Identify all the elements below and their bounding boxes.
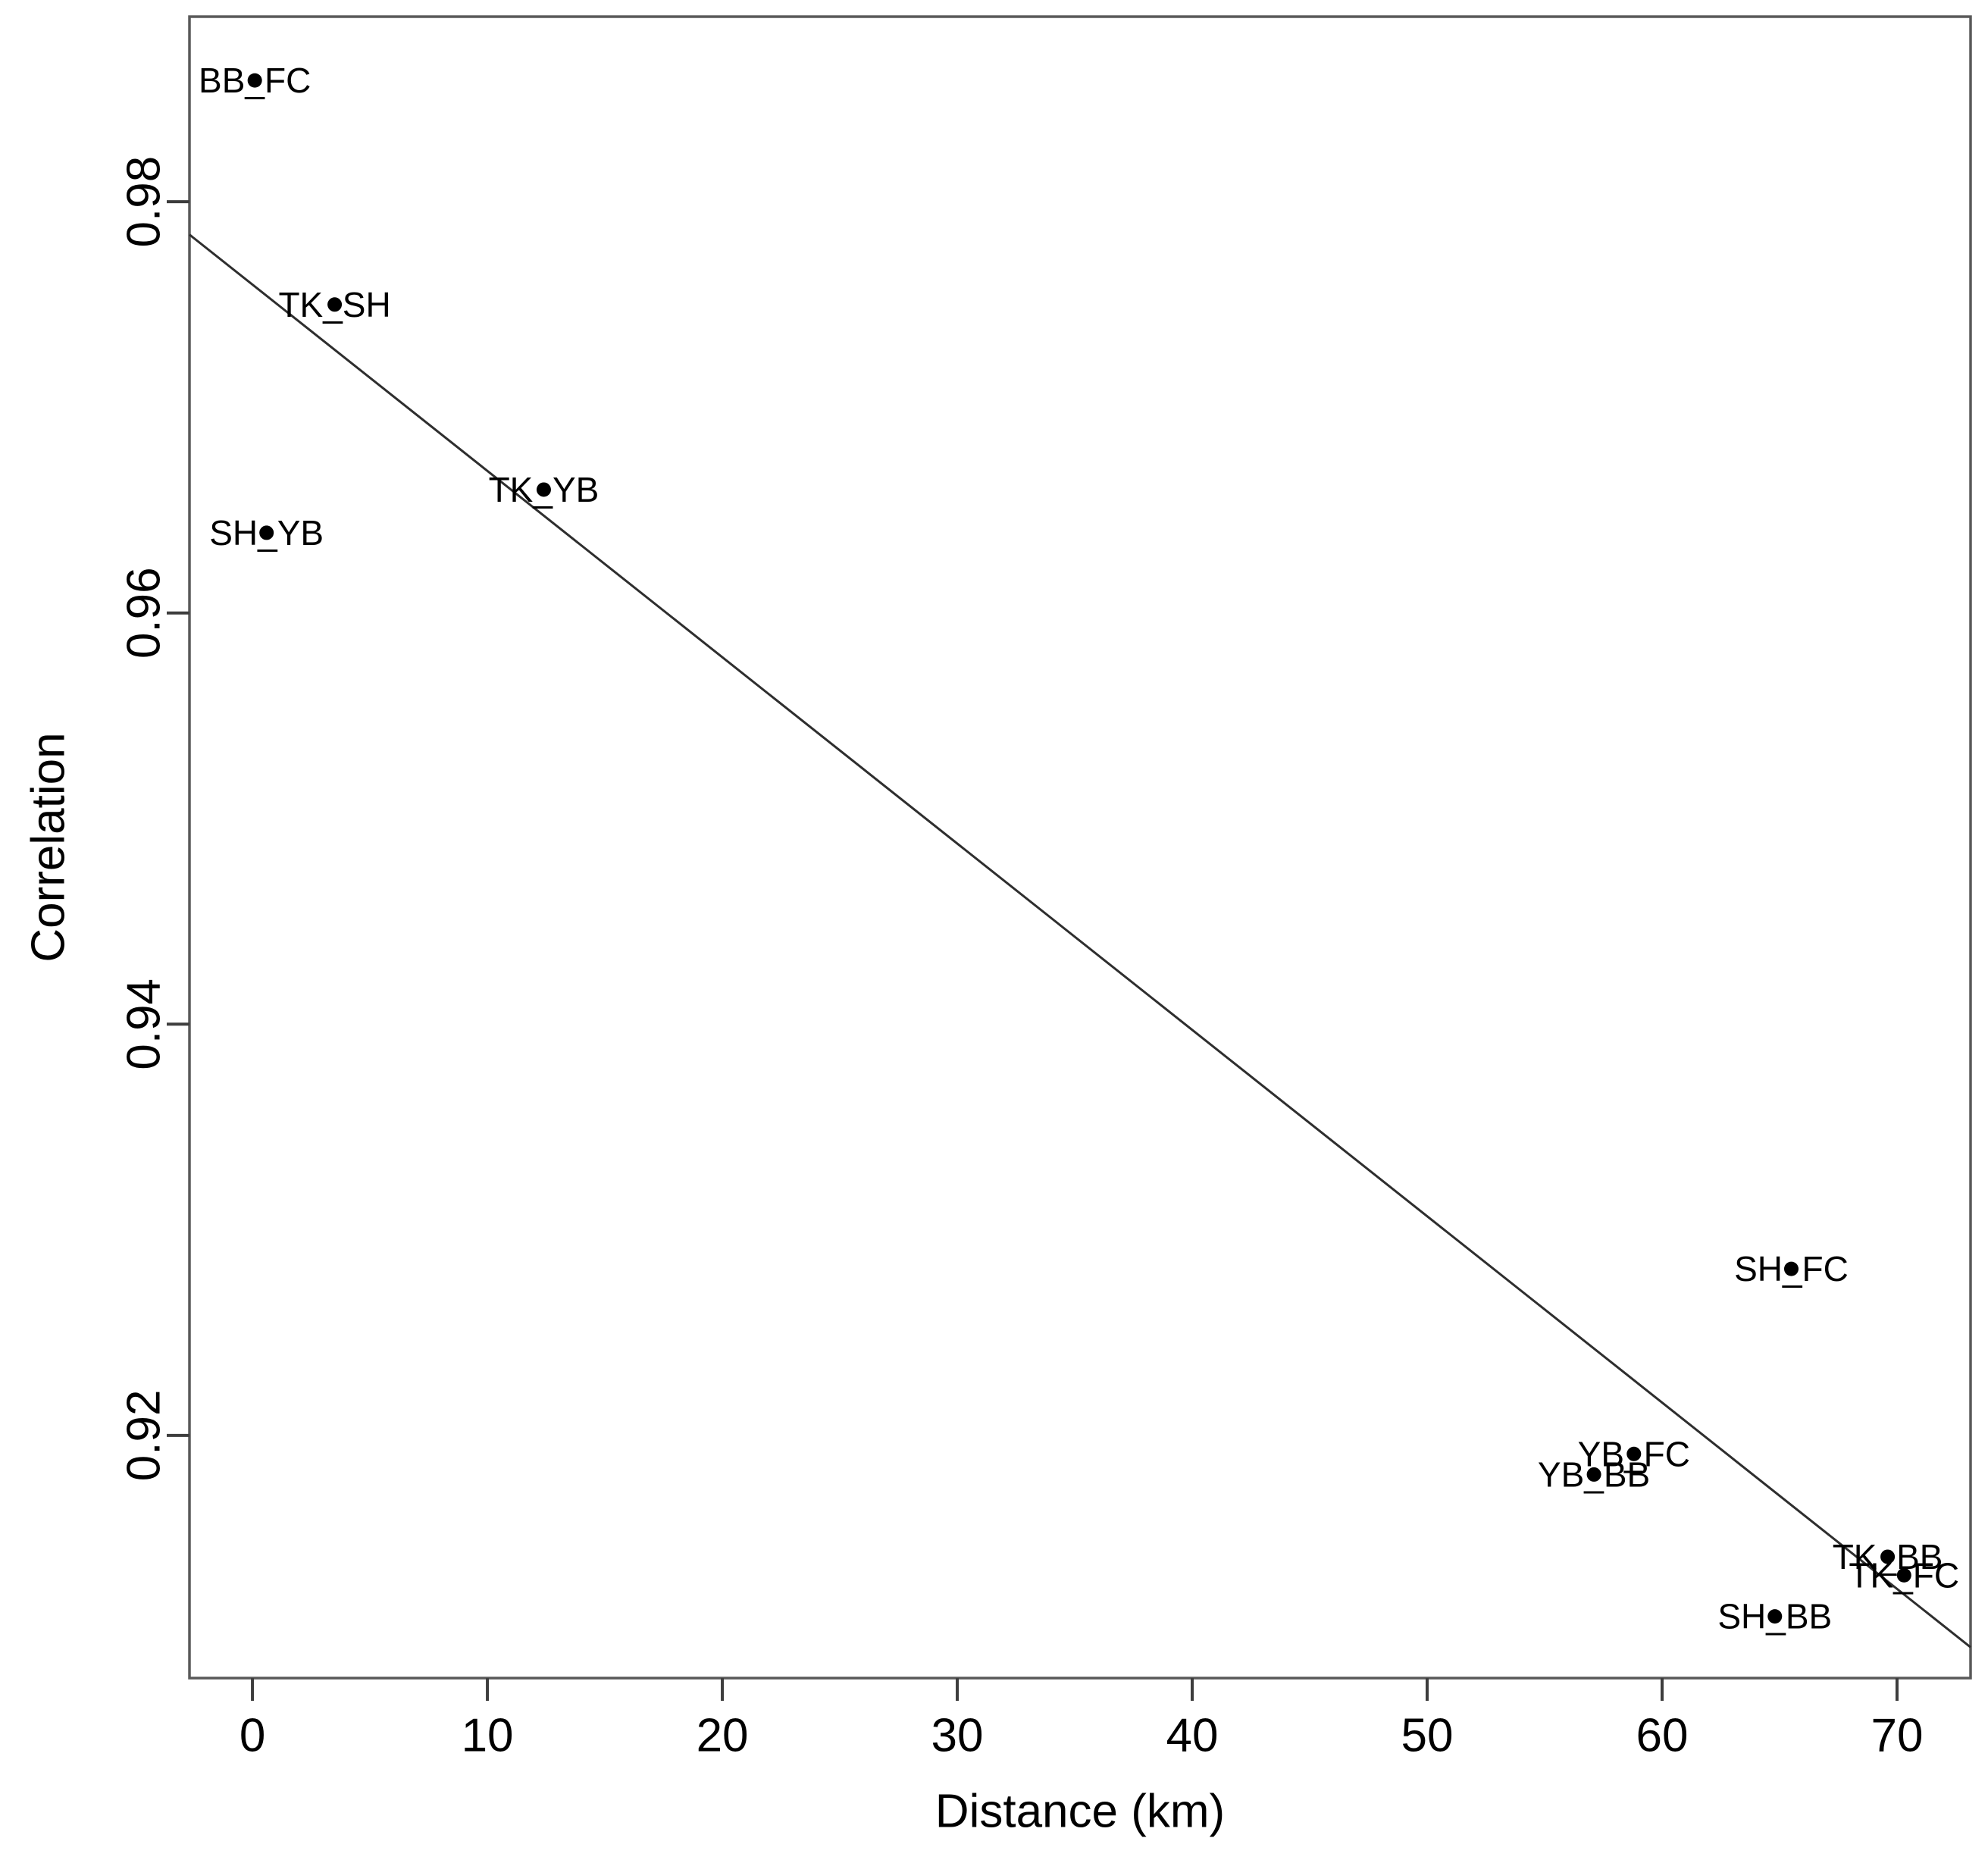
point-marker-YB_FC bbox=[1626, 1446, 1642, 1461]
y-tick-label-0.98: 0.98 bbox=[118, 156, 171, 248]
plot-border bbox=[188, 15, 1972, 1680]
y-tick-label-0.92: 0.92 bbox=[118, 1390, 171, 1482]
regression-line bbox=[189, 233, 1971, 1649]
x-tick-label-70: 70 bbox=[1871, 1710, 1923, 1762]
point-marker-YB_BB bbox=[1586, 1467, 1601, 1482]
y-axis-title: Correlation bbox=[23, 732, 75, 962]
point-marker-SH_BB bbox=[1767, 1609, 1783, 1624]
x-tick-label-20: 20 bbox=[697, 1710, 749, 1762]
y-tick-label-0.94: 0.94 bbox=[118, 978, 171, 1070]
regression-line-group bbox=[189, 233, 1971, 1649]
x-tick-label-50: 50 bbox=[1401, 1710, 1454, 1762]
point-marker-SH_FC bbox=[1783, 1261, 1799, 1276]
x-tick-label-40: 40 bbox=[1166, 1710, 1219, 1762]
y-tick-label-0.96: 0.96 bbox=[118, 567, 171, 659]
x-axis-ticks: 0 10 20 30 40 50 60 70 bbox=[239, 1678, 1923, 1762]
x-tick-label-30: 30 bbox=[931, 1710, 984, 1762]
x-tick-label-60: 60 bbox=[1636, 1710, 1689, 1762]
point-marker-TK_FC bbox=[1896, 1567, 1911, 1583]
data-points-group: BB_FCTK_SHSH_YBTK_YBSH_FCYB_FCYB_BBTK_BB… bbox=[199, 61, 1959, 1636]
point-marker-TK_SH bbox=[327, 297, 343, 312]
x-tick-label-0: 0 bbox=[239, 1710, 265, 1762]
x-tick-label-10: 10 bbox=[462, 1710, 514, 1762]
point-marker-BB_FC bbox=[247, 73, 262, 88]
point-marker-SH_YB bbox=[259, 525, 274, 540]
point-marker-TK_BB bbox=[1880, 1549, 1896, 1564]
x-axis-title: Distance (km) bbox=[935, 1786, 1225, 1838]
y-axis-ticks: 0.92 0.94 0.96 0.98 bbox=[118, 156, 189, 1482]
point-marker-TK_YB bbox=[536, 482, 551, 497]
